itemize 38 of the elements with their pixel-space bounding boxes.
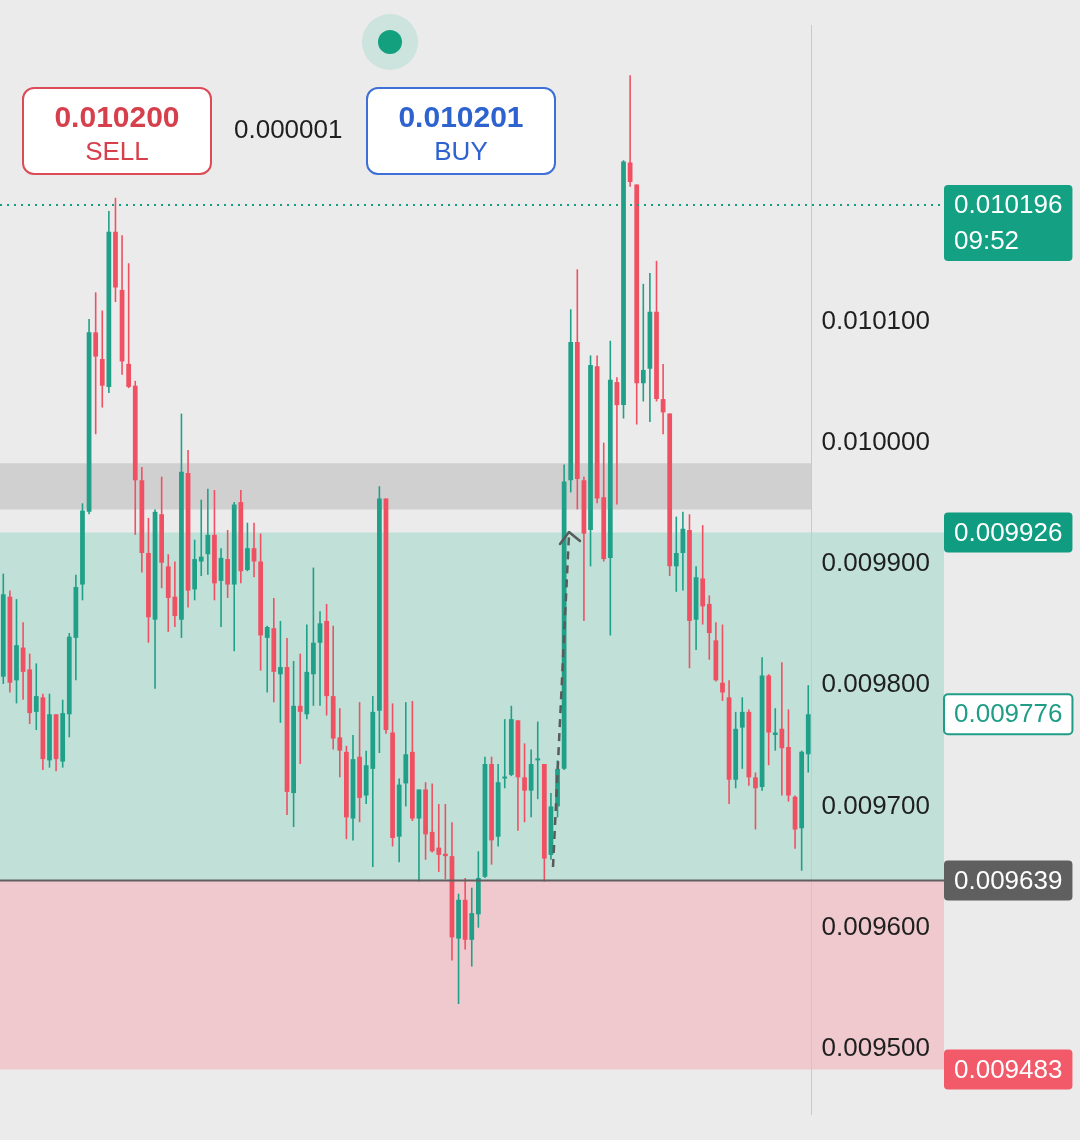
y-tick-label: 0.009700 [821,789,931,820]
candlestick [245,521,250,573]
annotation: 0.010200 [53,99,181,135]
text: 09:52 [954,225,1020,256]
candlestick [33,662,39,731]
annotation: 0.000001 [234,114,343,144]
candlestick [502,718,508,790]
candlestick [264,624,270,694]
candlestick [753,771,758,831]
candlestick [522,742,527,823]
candlestick [739,696,745,770]
annotation: SELL [84,135,150,167]
candlestick [535,720,541,800]
candlestick [205,487,211,576]
y-tick-label: 0.009500 [821,1032,931,1063]
ref-line-label: 0.009639 [954,864,1063,895]
candlestick [720,623,725,702]
band-label: 0.009483 [954,1053,1063,1084]
candlestick [779,661,785,797]
candlestick [772,707,778,752]
buy-button[interactable]: 0.010201 BUY [366,87,556,175]
candlestick [278,620,283,724]
annotation: BUY [433,135,489,167]
text: 0.009776 [954,698,1063,729]
annotation: 0.010201 [397,99,525,135]
candlestick [673,515,679,593]
band-label: 0.009926 [954,516,1063,547]
candlestick [640,283,646,403]
candlestick [297,652,303,765]
y-tick-label: 0.009600 [821,910,931,941]
y-tick-label: 0.010000 [821,425,931,456]
sell-button[interactable]: 0.010200 SELL [22,87,212,175]
y-tick-label: 0.009900 [821,547,931,578]
ref-line-label: 0.010196 [954,189,1063,220]
y-tick-label: 0.010100 [821,304,931,335]
candlestick [126,262,132,389]
candlestick [198,498,204,577]
y-tick-label: 0.009800 [821,668,931,699]
